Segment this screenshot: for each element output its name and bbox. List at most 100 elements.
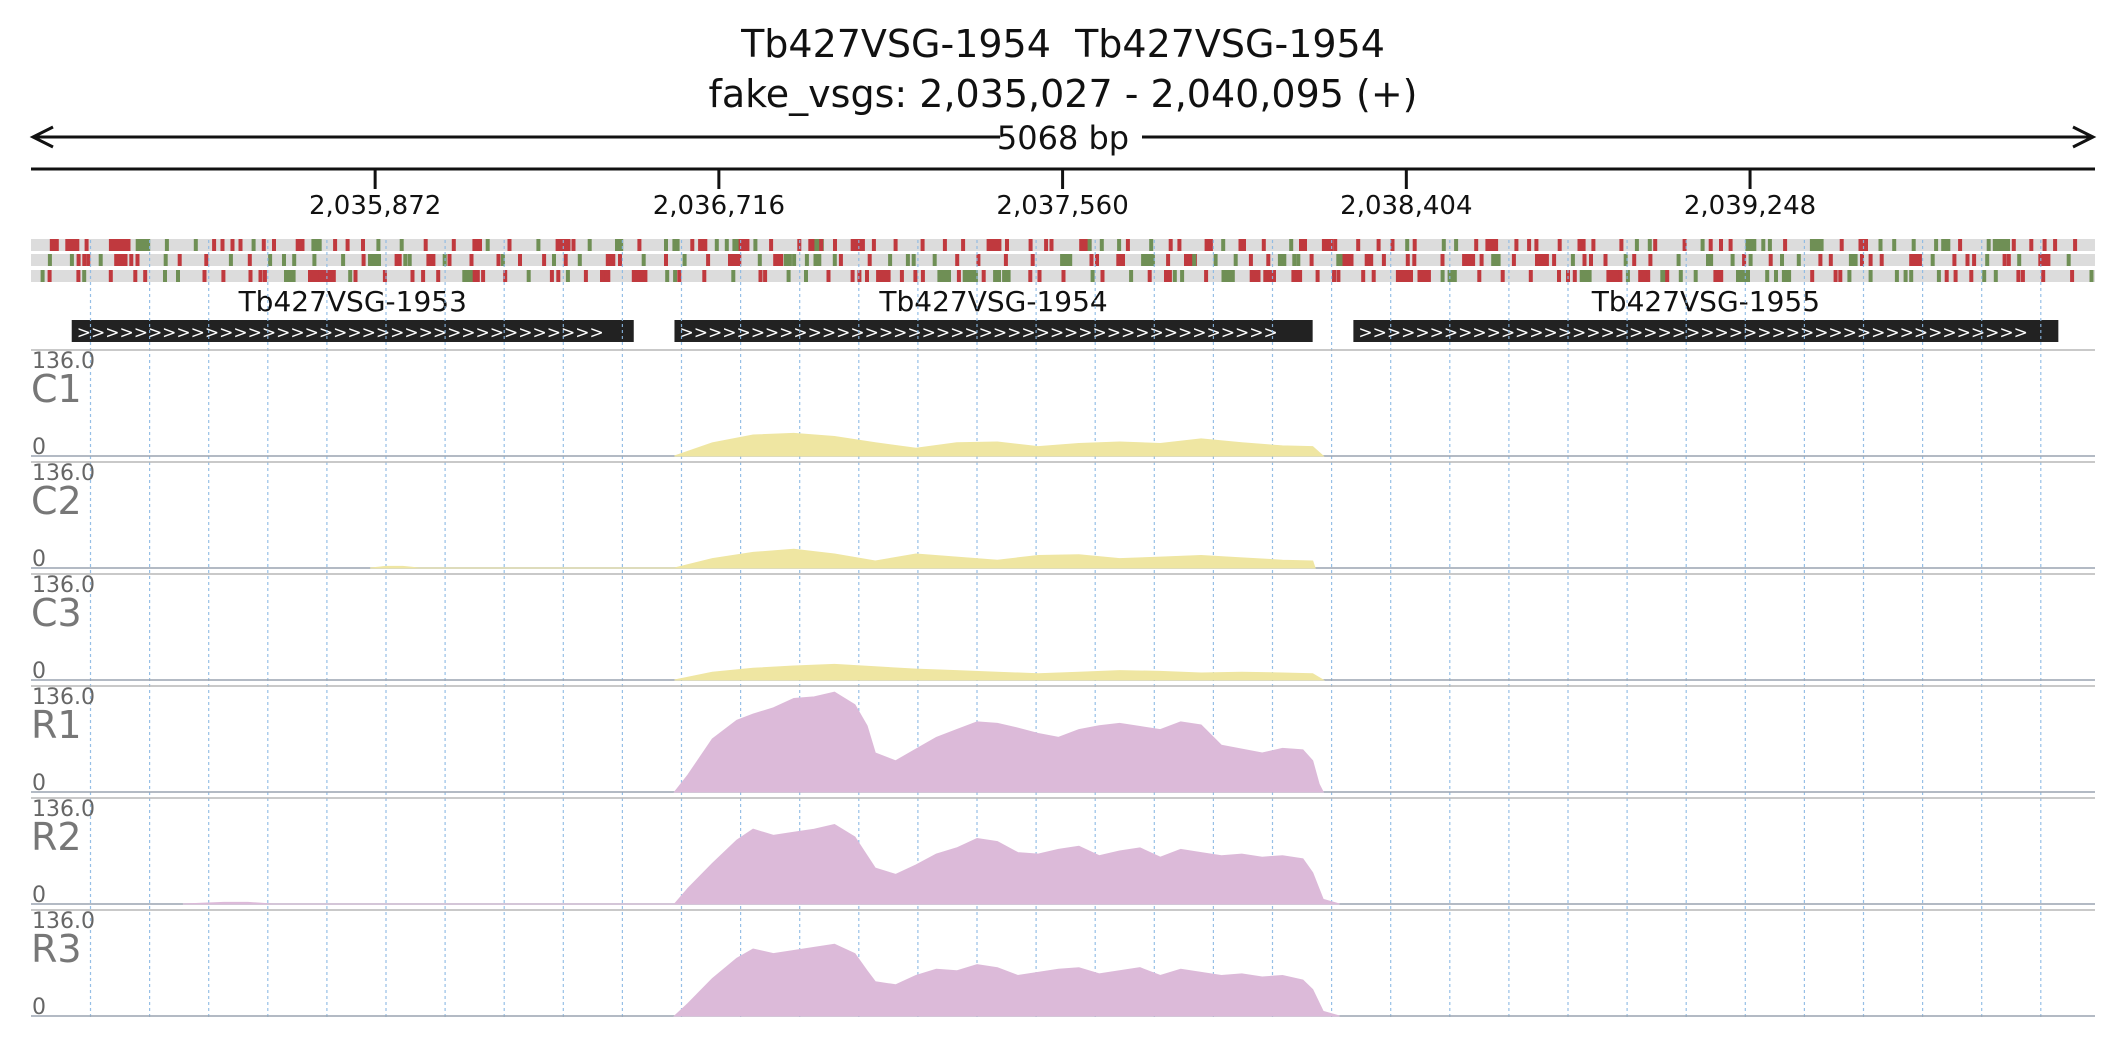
stop-codon-mark xyxy=(583,270,588,282)
stop-codon-mark xyxy=(247,254,252,266)
stop-codon-mark xyxy=(1618,270,1623,282)
stop-codon-mark xyxy=(542,254,547,266)
stop-codon-mark xyxy=(212,239,217,251)
stop-codon-mark xyxy=(1719,239,1723,251)
stop-codon-mark xyxy=(261,239,266,251)
stop-codon-mark xyxy=(899,270,904,282)
stop-codon-mark xyxy=(353,270,358,282)
stop-codon-mark xyxy=(850,239,865,251)
stop-codon-mark xyxy=(2038,254,2051,266)
stop-codon-mark xyxy=(850,270,855,282)
stop-codon-mark xyxy=(556,270,561,282)
start-codon-mark xyxy=(228,254,233,266)
stop-codon-mark xyxy=(135,254,140,266)
start-codon-mark xyxy=(1180,270,1185,282)
start-codon-mark xyxy=(783,254,792,266)
strand-arrows: >>>>>>>>>>>>>>>>>>>>>>>>>>>>>>>>>>>>> xyxy=(77,323,604,343)
stop-codon-mark xyxy=(2070,270,2075,282)
stop-codon-mark xyxy=(1005,239,1009,251)
start-codon-mark xyxy=(47,254,52,266)
stop-codon-mark xyxy=(758,270,763,282)
start-codon-mark xyxy=(1172,270,1177,282)
start-codon-mark xyxy=(1289,239,1294,251)
stop-codon-mark xyxy=(986,239,1002,251)
start-codon-mark xyxy=(1579,270,1592,282)
arrow-left-icon xyxy=(29,125,54,149)
start-codon-mark xyxy=(1454,239,1459,251)
stop-codon-mark xyxy=(826,270,831,282)
start-codon-mark xyxy=(1141,254,1155,266)
start-codon-mark xyxy=(1847,270,1852,282)
start-codon-mark xyxy=(1149,239,1154,251)
stop-codon-mark xyxy=(472,270,480,282)
gene-block xyxy=(1353,320,2059,342)
span-length-label: 5068 bp xyxy=(997,119,1129,157)
ruler-tick-label: 2,039,248 xyxy=(1684,191,1816,221)
stop-codon-mark xyxy=(1177,239,1182,251)
start-codon-mark xyxy=(1213,254,1218,266)
stop-codon-mark xyxy=(2053,239,2058,251)
stop-codon-mark xyxy=(1665,270,1670,282)
start-codon-mark xyxy=(1748,254,1753,266)
track-name: R2 xyxy=(31,815,82,859)
start-codon-mark xyxy=(1447,270,1457,282)
stop-codon-mark xyxy=(2002,254,2007,266)
start-codon-mark xyxy=(348,270,353,282)
gene-feature: >>>>>>>>>>>>>>>>>>>>>>>>>>>>>>>>>>>>>>>>… xyxy=(1353,285,2059,343)
start-codon-mark xyxy=(2017,254,2022,266)
stop-codon-mark xyxy=(1952,254,1957,266)
start-codon-mark xyxy=(1570,254,1575,266)
start-codon-mark xyxy=(937,270,951,282)
start-codon-mark xyxy=(888,254,893,266)
stop-codon-mark xyxy=(481,270,486,282)
start-codon-mark xyxy=(804,270,808,282)
start-codon-mark xyxy=(1767,239,1772,251)
stop-codon-mark xyxy=(1818,254,1823,266)
stop-codon-mark xyxy=(1944,270,1949,282)
stop-codon-mark xyxy=(248,270,253,282)
stop-codon-mark xyxy=(664,254,668,266)
stop-codon-mark xyxy=(1838,270,1843,282)
y-min-label: 0 xyxy=(32,547,46,572)
stop-codon-mark xyxy=(1409,270,1413,282)
start-codon-mark xyxy=(1002,270,1011,282)
stop-codon-mark xyxy=(2041,270,2046,282)
stop-codon-mark xyxy=(2006,254,2011,266)
stop-codon-mark xyxy=(82,254,87,266)
coverage-track-r1: 136.0R1 0 xyxy=(31,685,2095,796)
stop-codon-mark xyxy=(1953,270,1958,282)
stop-codon-mark xyxy=(1632,254,1637,266)
stop-codon-mark xyxy=(129,254,134,266)
stop-codon-mark xyxy=(1364,254,1374,266)
stop-codon-mark xyxy=(108,239,120,251)
gene-feature: >>>>>>>>>>>>>>>>>>>>>>>>>>>>>>>>>>>>>>>>… xyxy=(674,285,1313,343)
stop-codon-mark xyxy=(549,270,554,282)
stop-codon-mark xyxy=(258,270,263,282)
stop-codon-mark xyxy=(472,239,482,251)
stop-codon-mark xyxy=(1589,254,1593,266)
stop-codon-mark xyxy=(773,254,784,266)
stop-codon-mark xyxy=(857,270,862,282)
y-min-label: 0 xyxy=(32,659,46,684)
start-codon-mark xyxy=(536,239,541,251)
stop-codon-mark xyxy=(2073,239,2078,251)
start-codon-mark xyxy=(804,254,809,266)
start-codon-mark xyxy=(1911,239,1916,251)
start-codon-mark xyxy=(665,270,670,282)
stop-codon-mark xyxy=(1653,239,1658,251)
stop-codon-mark xyxy=(677,270,682,282)
y-max-label: 136.0 xyxy=(32,909,95,934)
start-codon-mark xyxy=(1706,254,1714,266)
start-codon-mark xyxy=(565,270,570,282)
start-codon-mark xyxy=(792,254,797,266)
start-codon-mark xyxy=(1090,270,1095,282)
stop-codon-mark xyxy=(1577,239,1586,251)
stop-codon-mark xyxy=(698,239,708,251)
start-codon-mark xyxy=(672,239,680,251)
stop-codon-mark xyxy=(1166,254,1171,266)
coverage-area xyxy=(674,663,1326,681)
stop-codon-mark xyxy=(204,254,209,266)
stop-codon-mark xyxy=(1839,239,1844,251)
start-codon-mark xyxy=(1765,270,1770,282)
start-codon-mark xyxy=(814,239,824,251)
